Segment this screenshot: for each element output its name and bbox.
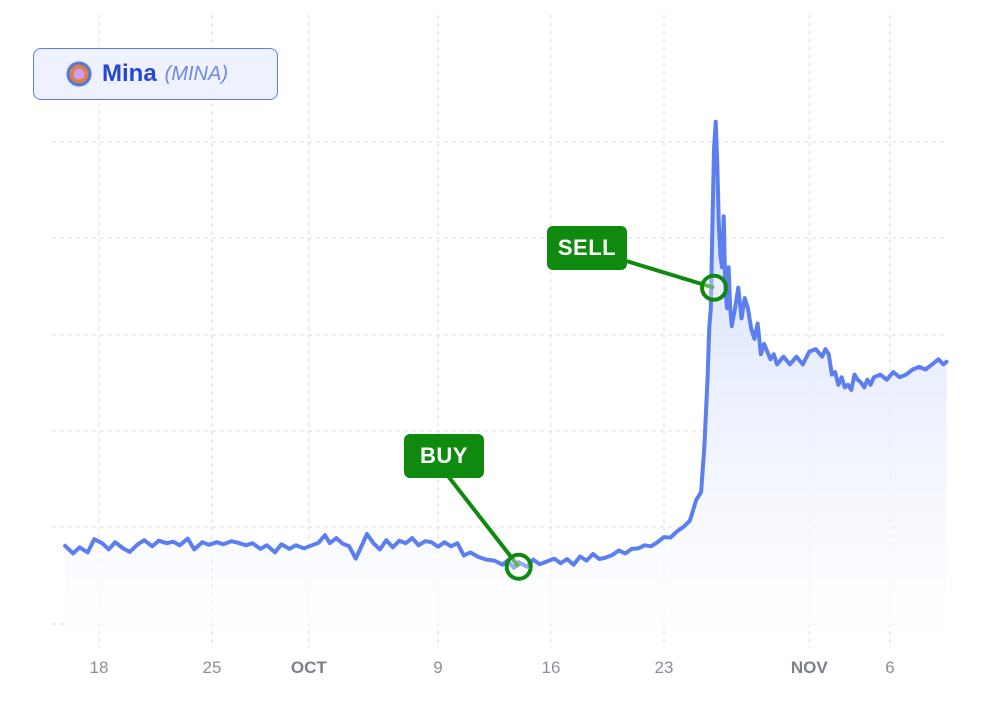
x-tick-label-nov: NOV: [791, 658, 829, 677]
sell-badge-label: SELL: [558, 235, 616, 260]
x-tick-label-16: 16: [542, 658, 561, 677]
asset-legend[interactable]: Mina (MINA): [33, 48, 278, 100]
x-tick-label-23: 23: [655, 658, 674, 677]
buy-badge-label: BUY: [420, 443, 468, 468]
price-line: [63, 119, 949, 570]
x-tick-label-18: 18: [90, 658, 109, 677]
sell-annotation: SELL: [547, 226, 729, 302]
x-tick-label-25: 25: [203, 658, 222, 677]
buy-badge[interactable]: [404, 434, 484, 478]
sell-connector: [622, 258, 715, 290]
buy-marker[interactable]: [504, 552, 533, 581]
buy-annotation: BUY: [404, 434, 533, 581]
x-tick-label-oct: OCT: [291, 658, 328, 677]
sell-marker[interactable]: [700, 273, 729, 302]
sell-badge[interactable]: [547, 226, 627, 270]
price-area-fill: [65, 121, 947, 625]
trade-annotations: BUY SELL: [404, 226, 729, 581]
x-axis-ticks: 18 25 OCT 9 16 23 NOV 6: [90, 658, 895, 677]
buy-connector: [446, 474, 521, 568]
mina-coin-icon: [66, 61, 92, 87]
x-tick-label-9: 9: [433, 658, 442, 677]
asset-symbol: (MINA): [164, 62, 228, 85]
asset-name: Mina: [102, 60, 157, 87]
x-tick-label-6: 6: [885, 658, 894, 677]
